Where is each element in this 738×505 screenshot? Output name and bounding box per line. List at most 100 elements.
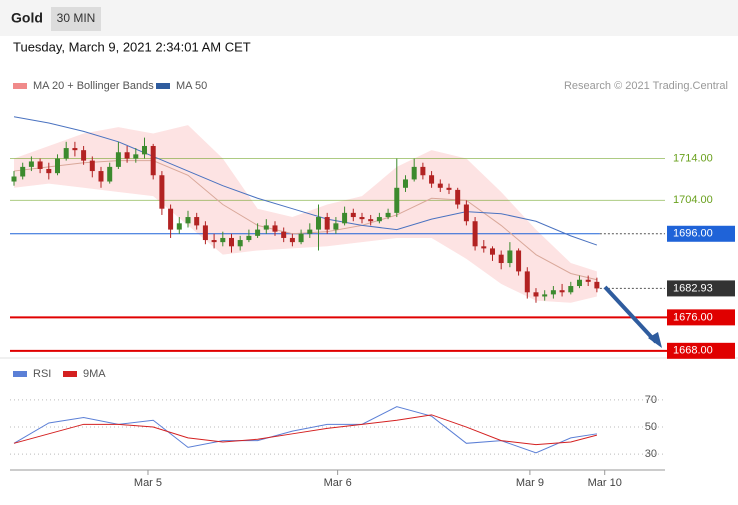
candle-body [376, 217, 382, 222]
level-label-box [667, 280, 735, 297]
candle-body [55, 158, 61, 174]
candle-body [516, 250, 522, 272]
x-tick-label: Mar 10 [588, 477, 622, 489]
legend-swatch [156, 83, 170, 89]
legend-swatch [63, 371, 77, 377]
candle-body [394, 187, 400, 213]
candle-body [255, 229, 261, 236]
candle-body [263, 225, 269, 230]
legend-label: MA 20 + Bollinger Bands [33, 80, 154, 92]
level-label: 1696.00 [673, 228, 713, 240]
candle-body [576, 279, 582, 287]
candle-body [411, 166, 417, 180]
candle-body [115, 152, 121, 167]
candle-body [133, 154, 139, 159]
level-label-box [667, 342, 735, 359]
candle-body [533, 292, 539, 297]
x-tick-label: Mar 6 [324, 477, 352, 489]
level-label: 1714.00 [673, 152, 713, 164]
candle-body [315, 217, 321, 230]
level-label: 1676.00 [673, 311, 713, 323]
x-tick-label: Mar 5 [134, 477, 162, 489]
candle-body [98, 171, 104, 182]
copyright: Research © 2021 Trading.Central [564, 80, 728, 92]
candle-body [159, 175, 165, 209]
candle-body [463, 204, 469, 222]
candle-body [472, 221, 478, 247]
projection-arrowhead [648, 332, 662, 348]
bollinger-band [14, 125, 597, 303]
candle-body [168, 208, 174, 230]
candle-body [228, 237, 234, 247]
projection-arrow [603, 285, 658, 344]
candle-body [107, 166, 113, 182]
candle-body [37, 161, 43, 169]
candle-body [124, 152, 130, 159]
y-tick-label: 70 [645, 394, 657, 406]
candle-body [202, 225, 208, 241]
legend-swatch [13, 83, 27, 89]
candle-body [298, 233, 304, 243]
candle-body [507, 250, 513, 264]
candle-body [20, 166, 26, 177]
candle-body [176, 223, 182, 230]
candle-body [211, 240, 217, 243]
legend-label: MA 50 [176, 80, 207, 92]
candle-body [281, 231, 287, 238]
instrument: Gold [11, 10, 43, 26]
candle-body [272, 225, 278, 232]
candle-body [72, 148, 78, 151]
candle-body [141, 145, 147, 155]
candle-body [368, 219, 374, 222]
candle-body [481, 246, 487, 249]
level-label: 1682.93 [673, 282, 713, 294]
indicator-line [13, 414, 598, 446]
y-tick-label: 50 [645, 421, 657, 433]
legend-swatch [13, 371, 27, 377]
candle-body [81, 150, 87, 161]
candle-body [89, 160, 95, 172]
candle-body [594, 281, 600, 289]
candle-body [385, 212, 391, 218]
candle-body [63, 148, 69, 159]
y-tick-label: 30 [645, 448, 657, 460]
candle-body [585, 279, 591, 282]
candle-body [359, 217, 365, 220]
candle-body [350, 212, 356, 218]
header-bar [0, 0, 738, 36]
candle-body [550, 290, 556, 295]
legend-label: 9MA [83, 368, 106, 380]
level-label-box [667, 309, 735, 326]
candle-body [46, 168, 52, 174]
candle-body [342, 212, 348, 224]
candle-body [402, 179, 408, 188]
candle-body [11, 176, 17, 182]
candle-body [559, 290, 565, 293]
x-tick-label: Mar 9 [516, 477, 544, 489]
candle-body [498, 254, 504, 264]
candle-body [455, 189, 461, 205]
candle-body [246, 235, 252, 241]
candle-body [220, 237, 226, 243]
candle-body [237, 240, 243, 247]
candle-body [542, 294, 548, 297]
candle-body [185, 217, 191, 224]
timeframe-box[interactable] [51, 7, 101, 31]
level-label: 1704.00 [673, 194, 713, 206]
candle-body [446, 187, 452, 190]
candle-body [324, 217, 330, 230]
candle-body [489, 248, 495, 255]
candle-body [524, 271, 530, 293]
timestamp: Tuesday, March 9, 2021 2:34:01 AM CET [13, 39, 251, 54]
candle-body [289, 237, 295, 243]
candle-body [420, 166, 426, 176]
timeframe[interactable]: 30 MIN [57, 11, 96, 25]
candle-body [333, 223, 339, 230]
candle-body [568, 286, 574, 293]
indicator-line [13, 406, 597, 454]
level-label-box [667, 225, 735, 242]
candle-body [437, 183, 443, 188]
candle-body [28, 161, 34, 167]
level-label: 1668.00 [673, 345, 713, 357]
candle-body [429, 175, 435, 184]
